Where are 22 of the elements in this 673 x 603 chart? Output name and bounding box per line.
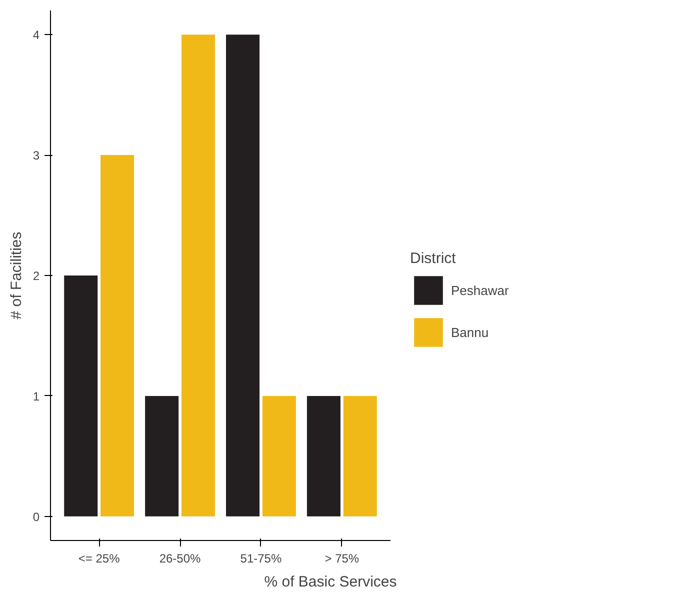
bar	[343, 396, 377, 516]
y-tick-label: 3	[32, 148, 40, 163]
x-tick-label: > 75%	[324, 552, 360, 566]
bar	[226, 34, 260, 516]
x-tick-label: 51-75%	[240, 552, 282, 566]
y-tick-label: 0	[32, 510, 40, 524]
legend-label: Peshawar	[451, 282, 509, 298]
y-tick-label: 1	[32, 389, 40, 404]
bar	[100, 155, 134, 516]
x-tick-label: 26-50%	[159, 552, 202, 566]
y-tick-label: 4	[32, 28, 40, 42]
x-tick-label: <= 25%	[78, 552, 120, 566]
bar	[262, 396, 296, 516]
x-axis-title: % of Basic Services	[264, 574, 397, 590]
y-axis-title: # of Facilities	[8, 232, 25, 320]
legend-label: Bannu	[451, 324, 489, 340]
bar	[64, 276, 98, 516]
bar	[306, 396, 340, 516]
bar	[181, 34, 215, 516]
legend-title: District	[410, 250, 457, 267]
bar	[145, 396, 179, 516]
y-tick-label: 2	[32, 269, 40, 283]
